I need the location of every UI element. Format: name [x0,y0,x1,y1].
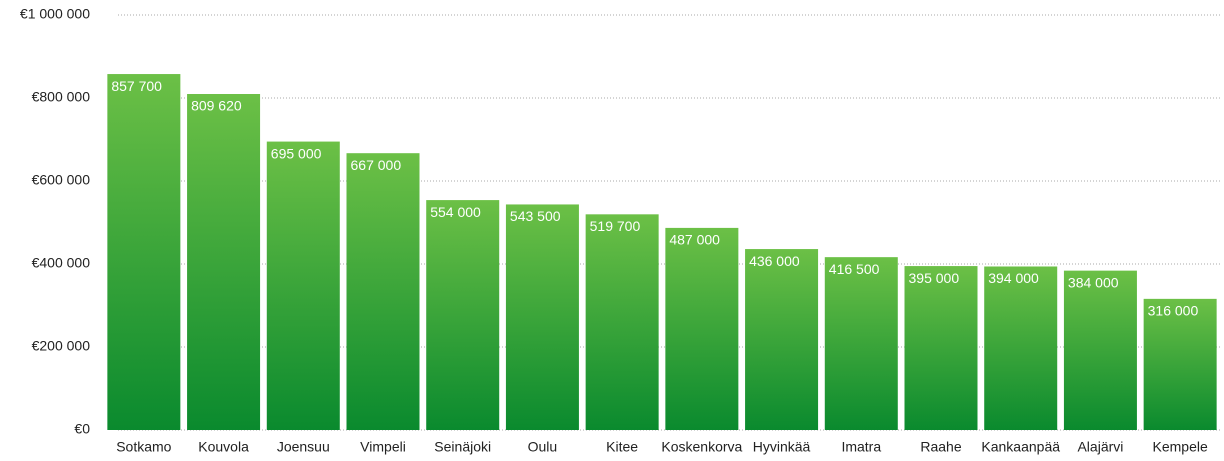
bar [1063,270,1137,430]
x-tick-label: Kankaanpää [981,439,1060,455]
x-tick-label: Seinäjoki [434,439,491,455]
bar [904,266,978,430]
x-tick-label: Kempele [1153,439,1208,455]
value-label: 809 620 [191,98,242,114]
bar [1143,298,1217,430]
y-tick-label: €800 000 [32,89,91,105]
x-tick-label: Hyvinkää [753,439,811,455]
x-tick-label: Oulu [528,439,558,455]
y-tick-label: €200 000 [32,338,91,354]
value-label: 316 000 [1148,303,1199,319]
x-tick-label: Kouvola [198,439,249,455]
x-tick-label: Vimpeli [360,439,406,455]
bar [266,141,340,430]
bar [346,153,420,430]
value-label: 543 500 [510,208,561,224]
bar [665,227,739,430]
value-label: 554 000 [430,204,481,220]
value-label: 395 000 [909,270,960,286]
x-tick-label: Joensuu [277,439,330,455]
value-label: 857 700 [111,78,162,94]
x-tick-label: Kitee [606,439,638,455]
y-tick-label: €600 000 [32,172,91,188]
bar [107,74,181,430]
value-label: 487 000 [669,232,720,248]
y-tick-label: €400 000 [32,255,91,271]
bar [984,266,1058,430]
bar [824,257,898,430]
x-tick-label: Raahe [920,439,961,455]
bar [505,204,579,430]
bar [745,249,819,430]
bar [585,214,659,430]
x-tick-label: Alajärvi [1077,439,1123,455]
x-tick-label: Koskenkorva [661,439,742,455]
bar [187,94,261,431]
y-tick-label: €1 000 000 [20,6,90,22]
value-label: 384 000 [1068,274,1119,290]
value-label: 416 500 [829,261,880,277]
bar [426,200,500,430]
value-label: 519 700 [590,218,641,234]
value-label: 394 000 [988,270,1039,286]
value-label: 436 000 [749,253,800,269]
value-label: 667 000 [351,157,402,173]
x-tick-label: Sotkamo [116,439,171,455]
x-tick-label: Imatra [841,439,881,455]
y-tick-label: €0 [74,421,90,437]
value-label: 695 000 [271,145,322,161]
